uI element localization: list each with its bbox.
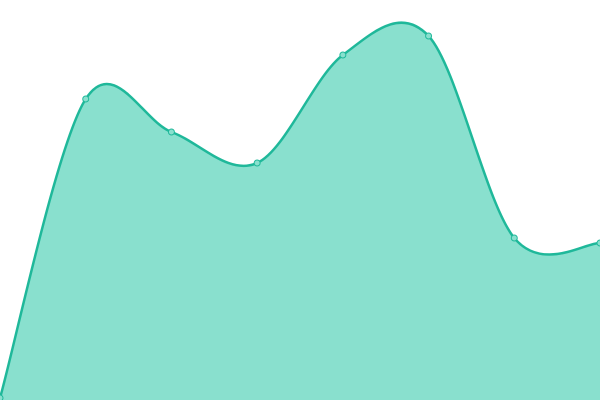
point-marker [82, 95, 90, 103]
point-marker [167, 128, 175, 136]
point-marker [596, 239, 600, 247]
area-line [0, 21, 600, 399]
area-fill [0, 22, 600, 400]
point-marker [253, 159, 261, 167]
point-marker [425, 32, 433, 40]
point-marker [339, 51, 347, 59]
point-marker [0, 394, 4, 400]
point-marker [510, 234, 518, 242]
